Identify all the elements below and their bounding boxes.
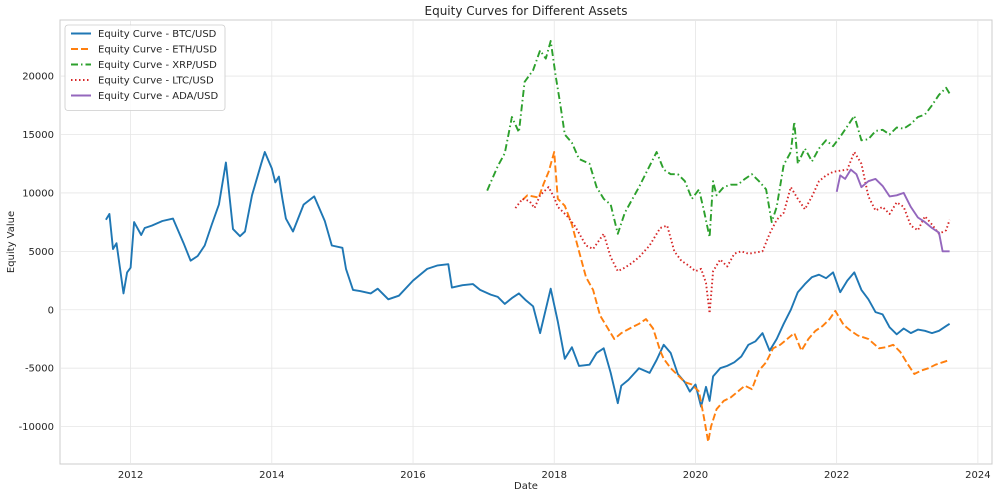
x-tick-label: 2018 — [542, 470, 567, 481]
x-tick-label: 2020 — [683, 470, 708, 481]
y-tick-label: -10000 — [19, 422, 54, 433]
series-line-3 — [514, 151, 951, 315]
y-tick-label: 0 — [48, 305, 54, 316]
series-line-4 — [835, 168, 950, 253]
y-tick-label: 20000 — [22, 72, 54, 83]
series-line-0 — [105, 151, 951, 408]
series-line-1 — [521, 151, 950, 443]
legend-frame — [64, 24, 226, 111]
legend-entry-2: Equity Curve - XRP/USD — [98, 60, 217, 71]
tick-layer: 2012 2014 2016 2018 2020 2022 2024 -10000 -5000 0… — [19, 72, 991, 481]
x-axis-label: Date — [514, 481, 538, 492]
x-tick-label: 2014 — [259, 470, 284, 481]
x-tick-label: 2022 — [824, 470, 849, 481]
y-tick-label: 10000 — [22, 188, 54, 199]
series-line-2 — [486, 40, 951, 239]
legend-entry-1: Equity Curve - ETH/USD — [98, 45, 217, 56]
legend-entry-3: Equity Curve - LTC/USD — [98, 76, 214, 87]
legend: Equity Curve - BTC/USD Equity Curve - ETH… — [64, 24, 226, 111]
legend-entry-0: Equity Curve - BTC/USD — [98, 29, 217, 40]
series-layer — [105, 40, 951, 443]
chart-title: Equity Curves for Different Assets — [425, 4, 628, 18]
legend-entry-4: Equity Curve - ADA/USD — [98, 91, 219, 102]
x-tick-label: 2024 — [965, 470, 990, 481]
y-tick-label: 15000 — [22, 130, 54, 141]
y-tick-label: 5000 — [29, 247, 54, 258]
y-axis-label: Equity Value — [6, 211, 17, 273]
x-tick-label: 2012 — [118, 470, 143, 481]
grid-layer — [60, 20, 992, 464]
x-tick-label: 2016 — [400, 470, 425, 481]
y-tick-label: -5000 — [25, 364, 54, 375]
